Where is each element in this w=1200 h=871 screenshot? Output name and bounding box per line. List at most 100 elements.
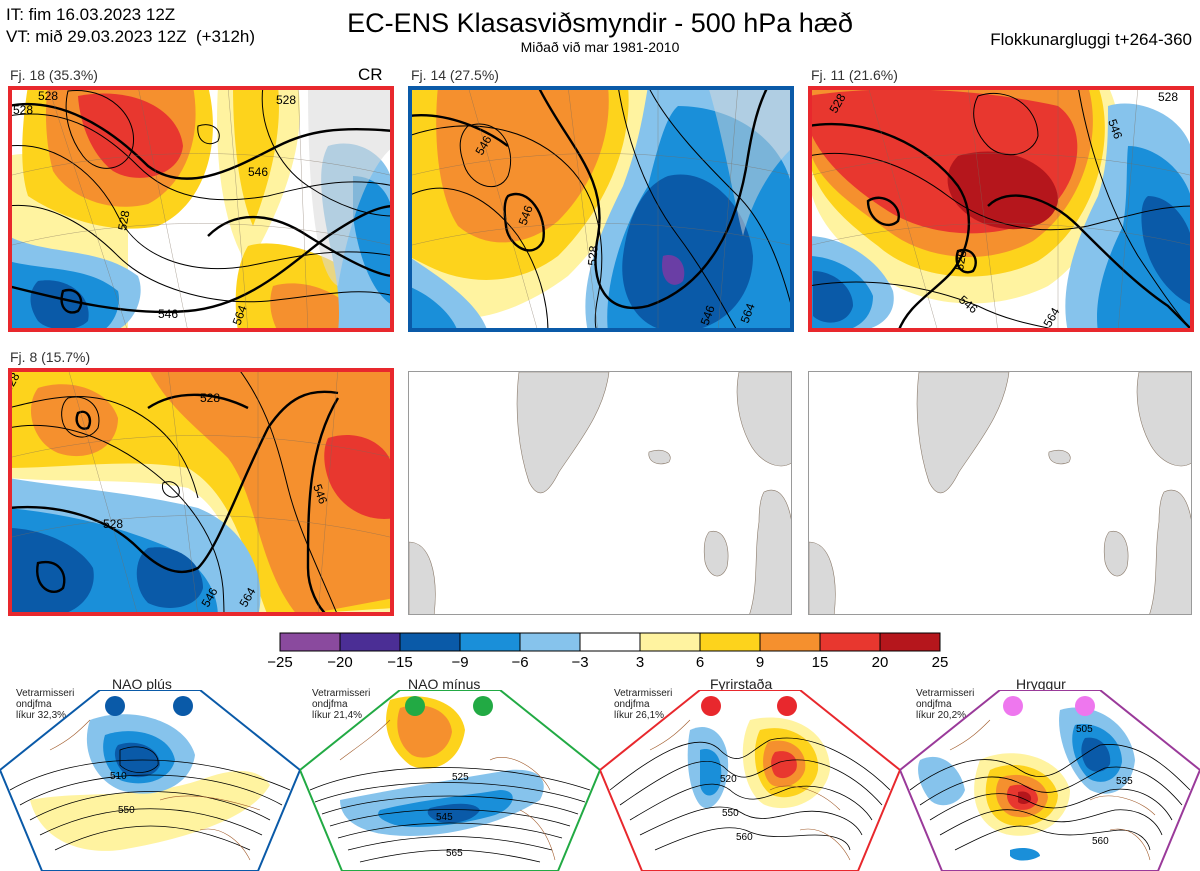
- cluster-map-2-plot: 546 528 546 546 564: [408, 86, 794, 332]
- regime-1-info: Vetrarmisseri ondjfma líkur 32,3%: [16, 688, 74, 721]
- graticule: [67, 368, 339, 616]
- cluster-frame: [8, 368, 394, 616]
- anomaly-area: [622, 174, 753, 332]
- regime-3-season: Vetrarmisseri: [614, 688, 673, 699]
- colorbar-bin: [759, 632, 821, 652]
- regime-4-info: Vetrarmisseri ondjfma líkur 20,2%: [916, 688, 974, 721]
- height-contour: [408, 114, 509, 147]
- regime-4-marker: [1075, 696, 1095, 716]
- graticule: [47, 86, 309, 332]
- height-contour: [65, 89, 135, 169]
- height-contour: [29, 791, 271, 821]
- panel-4-label: Fj. 8 (15.7%): [10, 349, 91, 365]
- land-greenland: [516, 372, 610, 494]
- regime-1-kind: ondjfma: [16, 699, 52, 710]
- graticule: [867, 86, 1139, 332]
- anomaly-area: [1010, 847, 1040, 861]
- height-contour: [36, 560, 66, 594]
- regime-3-marker: [701, 696, 721, 716]
- anomaly-area: [700, 749, 722, 796]
- cluster-map-1-plot: 528 528 528 546 528 546 564: [8, 86, 394, 332]
- contour-label: 546: [698, 303, 718, 327]
- contour-label: 528: [103, 517, 123, 531]
- height-contour: [909, 744, 1191, 791]
- contour-label: 528: [276, 93, 296, 107]
- contour-label: 564: [738, 301, 758, 325]
- height-contour: [8, 390, 339, 574]
- regime-1-marker: [105, 696, 125, 716]
- height-contour: [309, 767, 591, 791]
- coastline: [49, 719, 261, 861]
- colorbar-tick-label: 20: [871, 654, 889, 671]
- height-contour: [347, 836, 553, 851]
- height-contour: [929, 788, 1173, 821]
- regime-contour-label: 550: [722, 808, 739, 819]
- land-north-america: [809, 541, 836, 614]
- land-europe: [1149, 489, 1191, 614]
- cluster-frame: [8, 86, 394, 332]
- anomaly-area: [1081, 737, 1111, 772]
- colorbar-bin: [639, 632, 701, 652]
- contour-label: 528: [952, 249, 969, 271]
- colorbar-tick-label: 25: [931, 654, 949, 671]
- height-contour: [8, 113, 394, 201]
- empty-map-1: [408, 371, 792, 615]
- anomaly-area: [397, 705, 452, 758]
- height-contour: [808, 281, 1069, 332]
- anomaly-area: [78, 93, 183, 178]
- anomaly-area: [30, 280, 89, 330]
- height-contour: [954, 825, 1151, 851]
- regime-2-marker: [473, 696, 493, 716]
- colorbar-tick-label: −15: [387, 654, 413, 671]
- regime-1-marker: [173, 696, 193, 716]
- height-contour: [306, 397, 340, 616]
- regime-contour-label: 525: [452, 772, 469, 783]
- anomaly-area: [918, 756, 965, 806]
- classification-window: Flokkunargluggi t+264-360: [990, 30, 1192, 49]
- colorbar-tick-label: −6: [511, 654, 529, 671]
- height-contour: [987, 194, 1194, 332]
- regime-4-prob: líkur 20,2%: [916, 710, 967, 721]
- cluster-frame: [808, 86, 1194, 332]
- height-contour: [919, 766, 1183, 806]
- height-contour: [19, 774, 283, 806]
- colorbar: [279, 632, 941, 652]
- land-greenland: [916, 372, 1010, 494]
- contour-label: 528: [585, 245, 601, 266]
- regime-4-name: Hryggur: [1016, 676, 1066, 692]
- panel-3-label: Fj. 11 (21.6%): [811, 67, 898, 83]
- graticule: [408, 153, 794, 247]
- colorbar-bin: [519, 632, 581, 652]
- height-contour: [808, 122, 971, 332]
- contour-label: 564: [230, 303, 250, 327]
- graticule: [8, 435, 394, 539]
- colorbar-bin: [699, 632, 761, 652]
- colorbar-tick-label: 6: [695, 654, 705, 671]
- regime-3-prob: líkur 26,1%: [614, 710, 665, 721]
- regime-contour-label: 535: [1116, 776, 1133, 787]
- regime-1-prob: líkur 32,3%: [16, 710, 67, 721]
- cluster-map-3: 528 528 546 546 528 564: [808, 86, 1194, 332]
- regime-row: NAO plús Vetrarmisseri ondjfma líkur 32,3%: [0, 672, 1200, 871]
- colorbar-bin: [879, 632, 941, 652]
- land-iceland: [1048, 450, 1071, 465]
- cluster-map-4-plot: 528 528 528 546 546 564: [8, 368, 394, 616]
- colorbar-tick-label: −3: [571, 654, 589, 671]
- contour-label: 546: [248, 165, 268, 179]
- panel-1-tag: CR: [358, 65, 383, 84]
- contour-label: 528: [200, 391, 220, 405]
- contour-label: 528: [1158, 90, 1178, 104]
- regime-contour-label: 565: [446, 848, 463, 859]
- height-contour: [161, 481, 180, 498]
- regime-2-map: 525 545 565: [300, 690, 600, 871]
- cluster-map-3-plot: 528 528 546 546 528 564: [808, 86, 1194, 332]
- page-title: EC-ENS Klasasviðsmyndir - 500 hPa hæð: [347, 8, 853, 38]
- regime-2-prob: líkur 21,4%: [312, 710, 363, 721]
- height-contour: [147, 393, 249, 410]
- land-britain: [703, 530, 729, 577]
- regime-3-name: Fyrirstaða: [710, 676, 773, 692]
- regime-contour-label: 505: [1076, 724, 1093, 735]
- panel-2-label: Fj. 14 (27.5%): [411, 67, 499, 83]
- cluster-map-1: 528 528 528 546 528 546 564: [8, 86, 394, 332]
- contour-label: 528: [13, 103, 33, 117]
